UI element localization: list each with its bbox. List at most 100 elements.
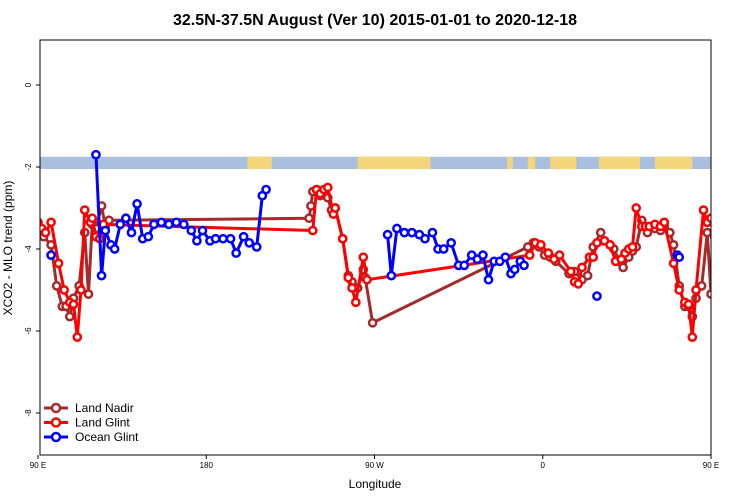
data-point bbox=[46, 217, 56, 228]
legend-label: Land Glint bbox=[75, 416, 130, 430]
data-point bbox=[478, 250, 488, 260]
x-axis: 90 E 180 90 W 0 90 E bbox=[30, 455, 719, 470]
data-point bbox=[382, 229, 393, 240]
land-segment-3 bbox=[527, 156, 536, 170]
y-tick-label: -8 bbox=[24, 409, 33, 417]
data-point bbox=[304, 213, 314, 224]
data-point bbox=[178, 219, 189, 230]
y-tick-label: -4 bbox=[24, 245, 33, 253]
data-point bbox=[706, 289, 711, 299]
data-point bbox=[577, 262, 587, 273]
y-axis-label: XCO2 - MLO trend (ppm) bbox=[1, 181, 15, 316]
data-point bbox=[483, 274, 494, 285]
data-point bbox=[605, 240, 615, 250]
data-point bbox=[698, 205, 709, 215]
data-point bbox=[728, 227, 735, 234]
data-point bbox=[399, 227, 410, 238]
y-tick-label: -6 bbox=[24, 327, 33, 335]
data-point bbox=[76, 285, 86, 295]
data-point bbox=[747, 215, 750, 222]
data-point bbox=[687, 332, 698, 342]
data-point bbox=[592, 291, 602, 301]
data-point bbox=[51, 281, 62, 291]
data-point bbox=[121, 213, 131, 224]
data-point bbox=[554, 250, 565, 260]
data-point bbox=[715, 225, 722, 232]
data-point bbox=[192, 235, 202, 246]
land-segment-0 bbox=[247, 156, 272, 170]
data-point bbox=[509, 264, 520, 275]
data-point bbox=[40, 227, 51, 238]
data-point bbox=[592, 238, 602, 248]
data-point bbox=[251, 242, 262, 252]
data-point bbox=[524, 250, 535, 260]
data-point bbox=[392, 223, 402, 234]
y-tick-label: -2 bbox=[24, 163, 33, 171]
data-point bbox=[631, 203, 642, 213]
data-point bbox=[543, 248, 554, 258]
data-point bbox=[709, 221, 711, 228]
data-point bbox=[164, 219, 174, 230]
series-group bbox=[40, 149, 750, 342]
data-point bbox=[362, 274, 372, 285]
data-point bbox=[225, 233, 236, 244]
data-point bbox=[171, 217, 182, 228]
data-point bbox=[79, 205, 90, 215]
land-segment-1 bbox=[357, 156, 431, 170]
data-point bbox=[724, 223, 731, 230]
data-point bbox=[307, 225, 318, 236]
series-line bbox=[94, 154, 268, 278]
x-tick-label: 90 W bbox=[365, 461, 384, 470]
data-point bbox=[64, 311, 75, 322]
data-point bbox=[717, 151, 724, 158]
data-point bbox=[386, 270, 397, 281]
x-tick-label: 0 bbox=[541, 461, 546, 470]
data-point bbox=[343, 272, 354, 283]
data-point bbox=[420, 233, 430, 244]
land-sea-band bbox=[40, 156, 711, 170]
data-point bbox=[126, 227, 137, 238]
legend-swatch-marker bbox=[50, 417, 62, 428]
data-point bbox=[68, 299, 79, 310]
data-point bbox=[674, 285, 685, 295]
data-point bbox=[438, 244, 449, 254]
legend-item: Land Nadir bbox=[44, 401, 134, 415]
data-point bbox=[100, 225, 111, 236]
y-axis: 0 -2 -4 -6 -8 bbox=[24, 82, 40, 417]
legend-swatch-marker bbox=[50, 431, 62, 443]
data-point bbox=[231, 248, 242, 258]
data-point bbox=[59, 285, 70, 295]
data-point bbox=[719, 221, 726, 228]
data-point bbox=[358, 252, 369, 263]
chart-title: 32.5N-37.5N August (Ver 10) 2015-01-01 t… bbox=[173, 12, 577, 29]
data-point bbox=[595, 227, 606, 238]
data-point bbox=[709, 233, 711, 240]
data-point bbox=[407, 227, 417, 238]
data-point bbox=[674, 252, 685, 263]
data-point bbox=[565, 266, 576, 277]
data-point bbox=[683, 299, 694, 310]
data-point bbox=[720, 202, 727, 209]
x-tick-label: 90 E bbox=[703, 461, 719, 470]
series-line bbox=[720, 155, 750, 276]
data-point bbox=[722, 272, 729, 279]
data-point bbox=[618, 262, 628, 273]
data-point bbox=[737, 245, 744, 252]
data-point bbox=[536, 240, 546, 250]
data-point bbox=[244, 238, 255, 248]
data-point bbox=[109, 244, 120, 254]
data-point bbox=[218, 233, 228, 244]
data-point bbox=[132, 199, 142, 209]
data-point bbox=[46, 250, 56, 260]
x-tick-label: 90 E bbox=[30, 461, 46, 470]
data-point bbox=[261, 184, 271, 195]
legend-item: Ocean Glint bbox=[44, 430, 139, 444]
data-point bbox=[702, 227, 711, 238]
data-point bbox=[238, 231, 249, 242]
data-point bbox=[197, 225, 208, 236]
data-point bbox=[741, 221, 748, 228]
data-point bbox=[627, 242, 638, 252]
data-point bbox=[715, 235, 722, 242]
